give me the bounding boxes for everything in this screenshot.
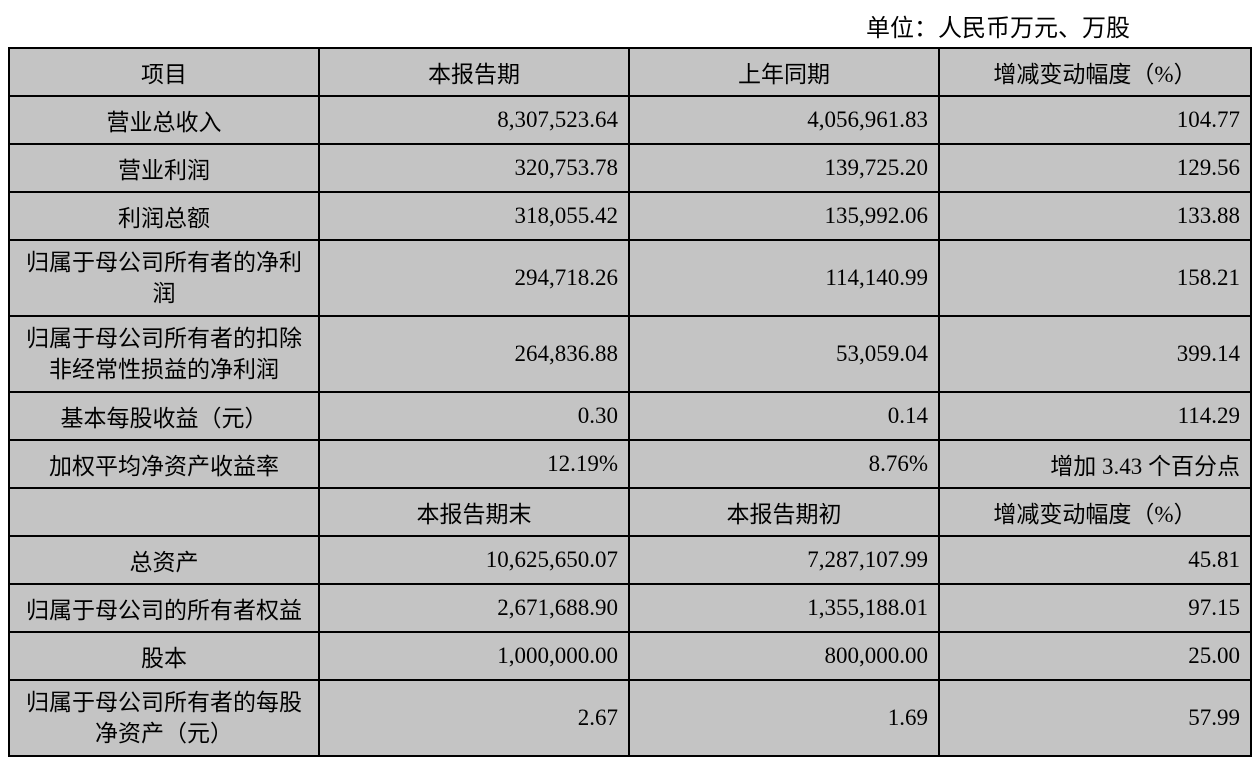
change-value: 158.21 xyxy=(939,240,1251,316)
current-value: 8,307,523.64 xyxy=(319,96,629,144)
change-value: 133.88 xyxy=(939,192,1251,240)
table-row: 营业利润320,753.78139,725.20129.56 xyxy=(9,144,1251,192)
row-label: 股本 xyxy=(9,632,319,680)
prior-value: 8.76% xyxy=(629,440,939,488)
prior-value: 139,725.20 xyxy=(629,144,939,192)
prior-value: 0.14 xyxy=(629,392,939,440)
prior-value: 1,355,188.01 xyxy=(629,584,939,632)
unit-label: 单位：人民币万元、万股 xyxy=(8,8,1250,43)
change-value: 399.14 xyxy=(939,316,1251,392)
prior-value: 7,287,107.99 xyxy=(629,536,939,584)
table-row: 总资产10,625,650.077,287,107.9945.81 xyxy=(9,536,1251,584)
column-header-3: 增减变动幅度（%） xyxy=(939,48,1251,96)
mid-header-2: 本报告期初 xyxy=(629,488,939,536)
financial-table: 项目本报告期上年同期增减变动幅度（%）营业总收入8,307,523.644,05… xyxy=(8,47,1252,757)
table-row: 归属于母公司的所有者权益2,671,688.901,355,188.0197.1… xyxy=(9,584,1251,632)
row-label: 利润总额 xyxy=(9,192,319,240)
row-label: 营业总收入 xyxy=(9,96,319,144)
current-value: 294,718.26 xyxy=(319,240,629,316)
current-value: 10,625,650.07 xyxy=(319,536,629,584)
mid-header-1: 本报告期末 xyxy=(319,488,629,536)
current-value: 0.30 xyxy=(319,392,629,440)
prior-value: 800,000.00 xyxy=(629,632,939,680)
row-label: 归属于母公司所有者的扣除非经常性损益的净利润 xyxy=(9,316,319,392)
current-value: 12.19% xyxy=(319,440,629,488)
mid-header-blank xyxy=(9,488,319,536)
column-header-0: 项目 xyxy=(9,48,319,96)
row-label: 加权平均净资产收益率 xyxy=(9,440,319,488)
change-value: 97.15 xyxy=(939,584,1251,632)
row-label: 营业利润 xyxy=(9,144,319,192)
prior-value: 53,059.04 xyxy=(629,316,939,392)
table-row: 归属于母公司所有者的每股净资产（元）2.671.6957.99 xyxy=(9,680,1251,756)
row-label: 总资产 xyxy=(9,536,319,584)
prior-value: 114,140.99 xyxy=(629,240,939,316)
row-label: 归属于母公司的所有者权益 xyxy=(9,584,319,632)
change-value: 114.29 xyxy=(939,392,1251,440)
table-row: 基本每股收益（元）0.300.14114.29 xyxy=(9,392,1251,440)
change-value: 45.81 xyxy=(939,536,1251,584)
table-row: 股本1,000,000.00800,000.0025.00 xyxy=(9,632,1251,680)
current-value: 2.67 xyxy=(319,680,629,756)
prior-value: 1.69 xyxy=(629,680,939,756)
column-header-2: 上年同期 xyxy=(629,48,939,96)
current-value: 320,753.78 xyxy=(319,144,629,192)
change-value: 104.77 xyxy=(939,96,1251,144)
prior-value: 135,992.06 xyxy=(629,192,939,240)
table-row: 归属于母公司所有者的扣除非经常性损益的净利润264,836.8853,059.0… xyxy=(9,316,1251,392)
current-value: 1,000,000.00 xyxy=(319,632,629,680)
column-header-1: 本报告期 xyxy=(319,48,629,96)
row-label: 基本每股收益（元） xyxy=(9,392,319,440)
table-header-row: 项目本报告期上年同期增减变动幅度（%） xyxy=(9,48,1251,96)
table-mid-header-row: 本报告期末本报告期初增减变动幅度（%） xyxy=(9,488,1251,536)
current-value: 2,671,688.90 xyxy=(319,584,629,632)
table-row: 利润总额318,055.42135,992.06133.88 xyxy=(9,192,1251,240)
row-label: 归属于母公司所有者的每股净资产（元） xyxy=(9,680,319,756)
change-value: 129.56 xyxy=(939,144,1251,192)
change-value: 57.99 xyxy=(939,680,1251,756)
row-label: 归属于母公司所有者的净利润 xyxy=(9,240,319,316)
prior-value: 4,056,961.83 xyxy=(629,96,939,144)
change-value: 增加 3.43 个百分点 xyxy=(939,440,1251,488)
current-value: 264,836.88 xyxy=(319,316,629,392)
table-row: 加权平均净资产收益率12.19%8.76%增加 3.43 个百分点 xyxy=(9,440,1251,488)
table-row: 营业总收入8,307,523.644,056,961.83104.77 xyxy=(9,96,1251,144)
current-value: 318,055.42 xyxy=(319,192,629,240)
table-row: 归属于母公司所有者的净利润294,718.26114,140.99158.21 xyxy=(9,240,1251,316)
mid-header-3: 增减变动幅度（%） xyxy=(939,488,1251,536)
change-value: 25.00 xyxy=(939,632,1251,680)
